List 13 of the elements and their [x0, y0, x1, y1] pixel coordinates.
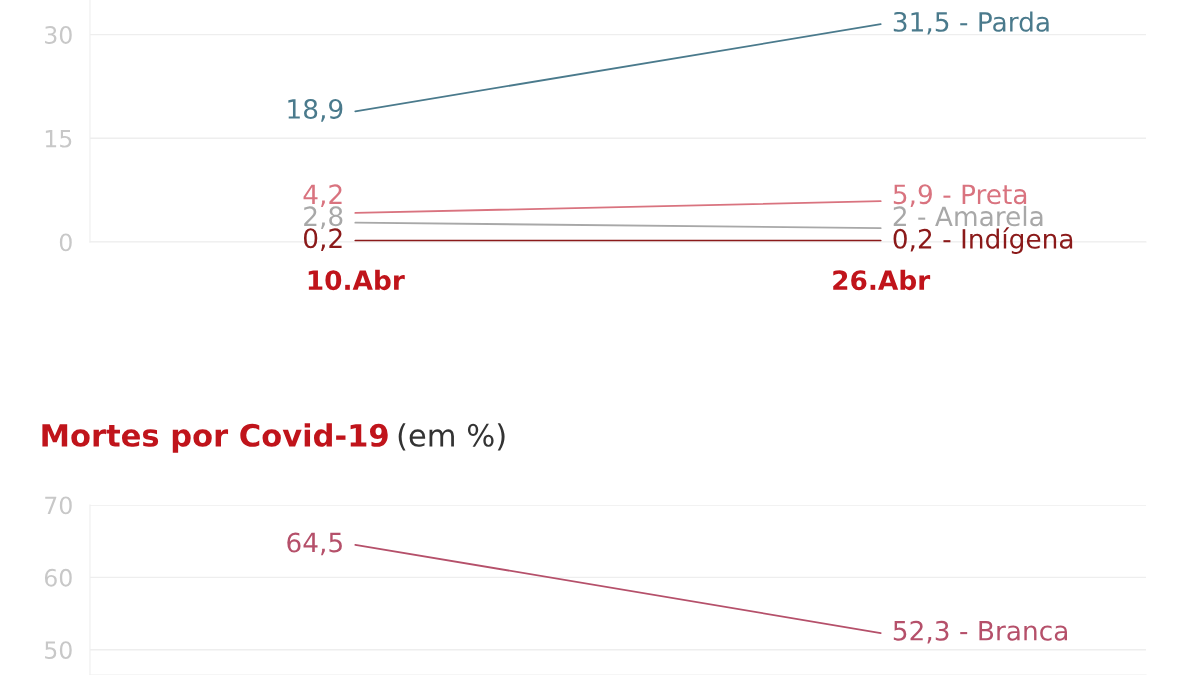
data-label: 0,2: [303, 228, 342, 251]
x-tick-label: 26.Abr: [833, 269, 931, 291]
data-label: 5,9 - Preta: [893, 184, 1027, 207]
data-label: 31,5 - Parda: [893, 11, 1049, 35]
data-label: 18,9: [288, 99, 343, 122]
data-label: 64,5: [287, 532, 342, 556]
data-label: 2,8: [304, 206, 343, 229]
chart-subtitle: (em %): [398, 423, 505, 451]
chart-title: Mortes por Covid-19: [42, 423, 388, 453]
data-label: 52,3 - Branca: [893, 620, 1067, 644]
data-label: 0,2 - Indígena: [893, 227, 1073, 254]
data-label: 4,2: [303, 184, 342, 207]
x-tick-label: 10.Abr: [308, 269, 405, 291]
